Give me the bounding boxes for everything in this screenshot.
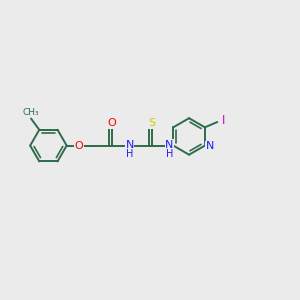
Text: O: O — [75, 141, 83, 151]
Text: O: O — [108, 118, 116, 128]
Text: CH₃: CH₃ — [22, 108, 39, 117]
Text: N: N — [165, 140, 174, 150]
Text: I: I — [221, 114, 225, 127]
Text: H: H — [126, 149, 134, 159]
Text: H: H — [166, 149, 173, 159]
Text: N: N — [125, 140, 134, 150]
Text: S: S — [148, 118, 155, 128]
Text: N: N — [206, 141, 214, 151]
